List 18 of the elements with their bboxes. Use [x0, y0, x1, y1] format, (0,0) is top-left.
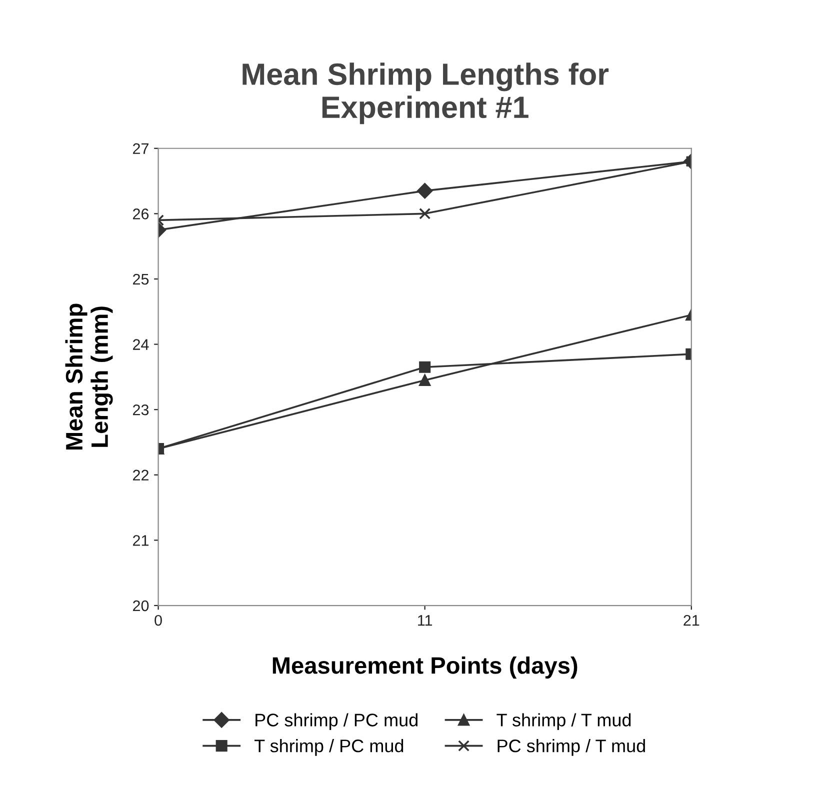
legend-label: PC shrimp / T mud [498, 739, 645, 756]
x-tick-label: 0 [154, 614, 162, 626]
y-tick-label: 20 [133, 600, 149, 612]
y-tick-label: 22 [133, 470, 148, 480]
x-axis-title: Measurement Points (days) [272, 656, 578, 679]
y-tick-label: 25 [133, 274, 149, 285]
y-tick-label: 24 [133, 339, 149, 350]
x-tick-label: 21 [684, 614, 700, 626]
legend-label: PC shrimp / PC mud [256, 713, 418, 730]
y-tick-label: 21 [133, 535, 148, 546]
y-tick-label: 23 [133, 404, 149, 416]
y-tick-label: 27 [133, 143, 148, 154]
legend-label: T shrimp / PC mud [254, 739, 404, 756]
legend-label: T shrimp / T mud [496, 713, 631, 730]
y-axis-title: Mean Shrimp Length (mm) [65, 304, 113, 450]
y-tick-label: 26 [133, 208, 149, 220]
chart-title: Mean Shrimp Lengths for Experiment #1 [242, 62, 609, 124]
x-tick-label: 11 [418, 615, 432, 626]
